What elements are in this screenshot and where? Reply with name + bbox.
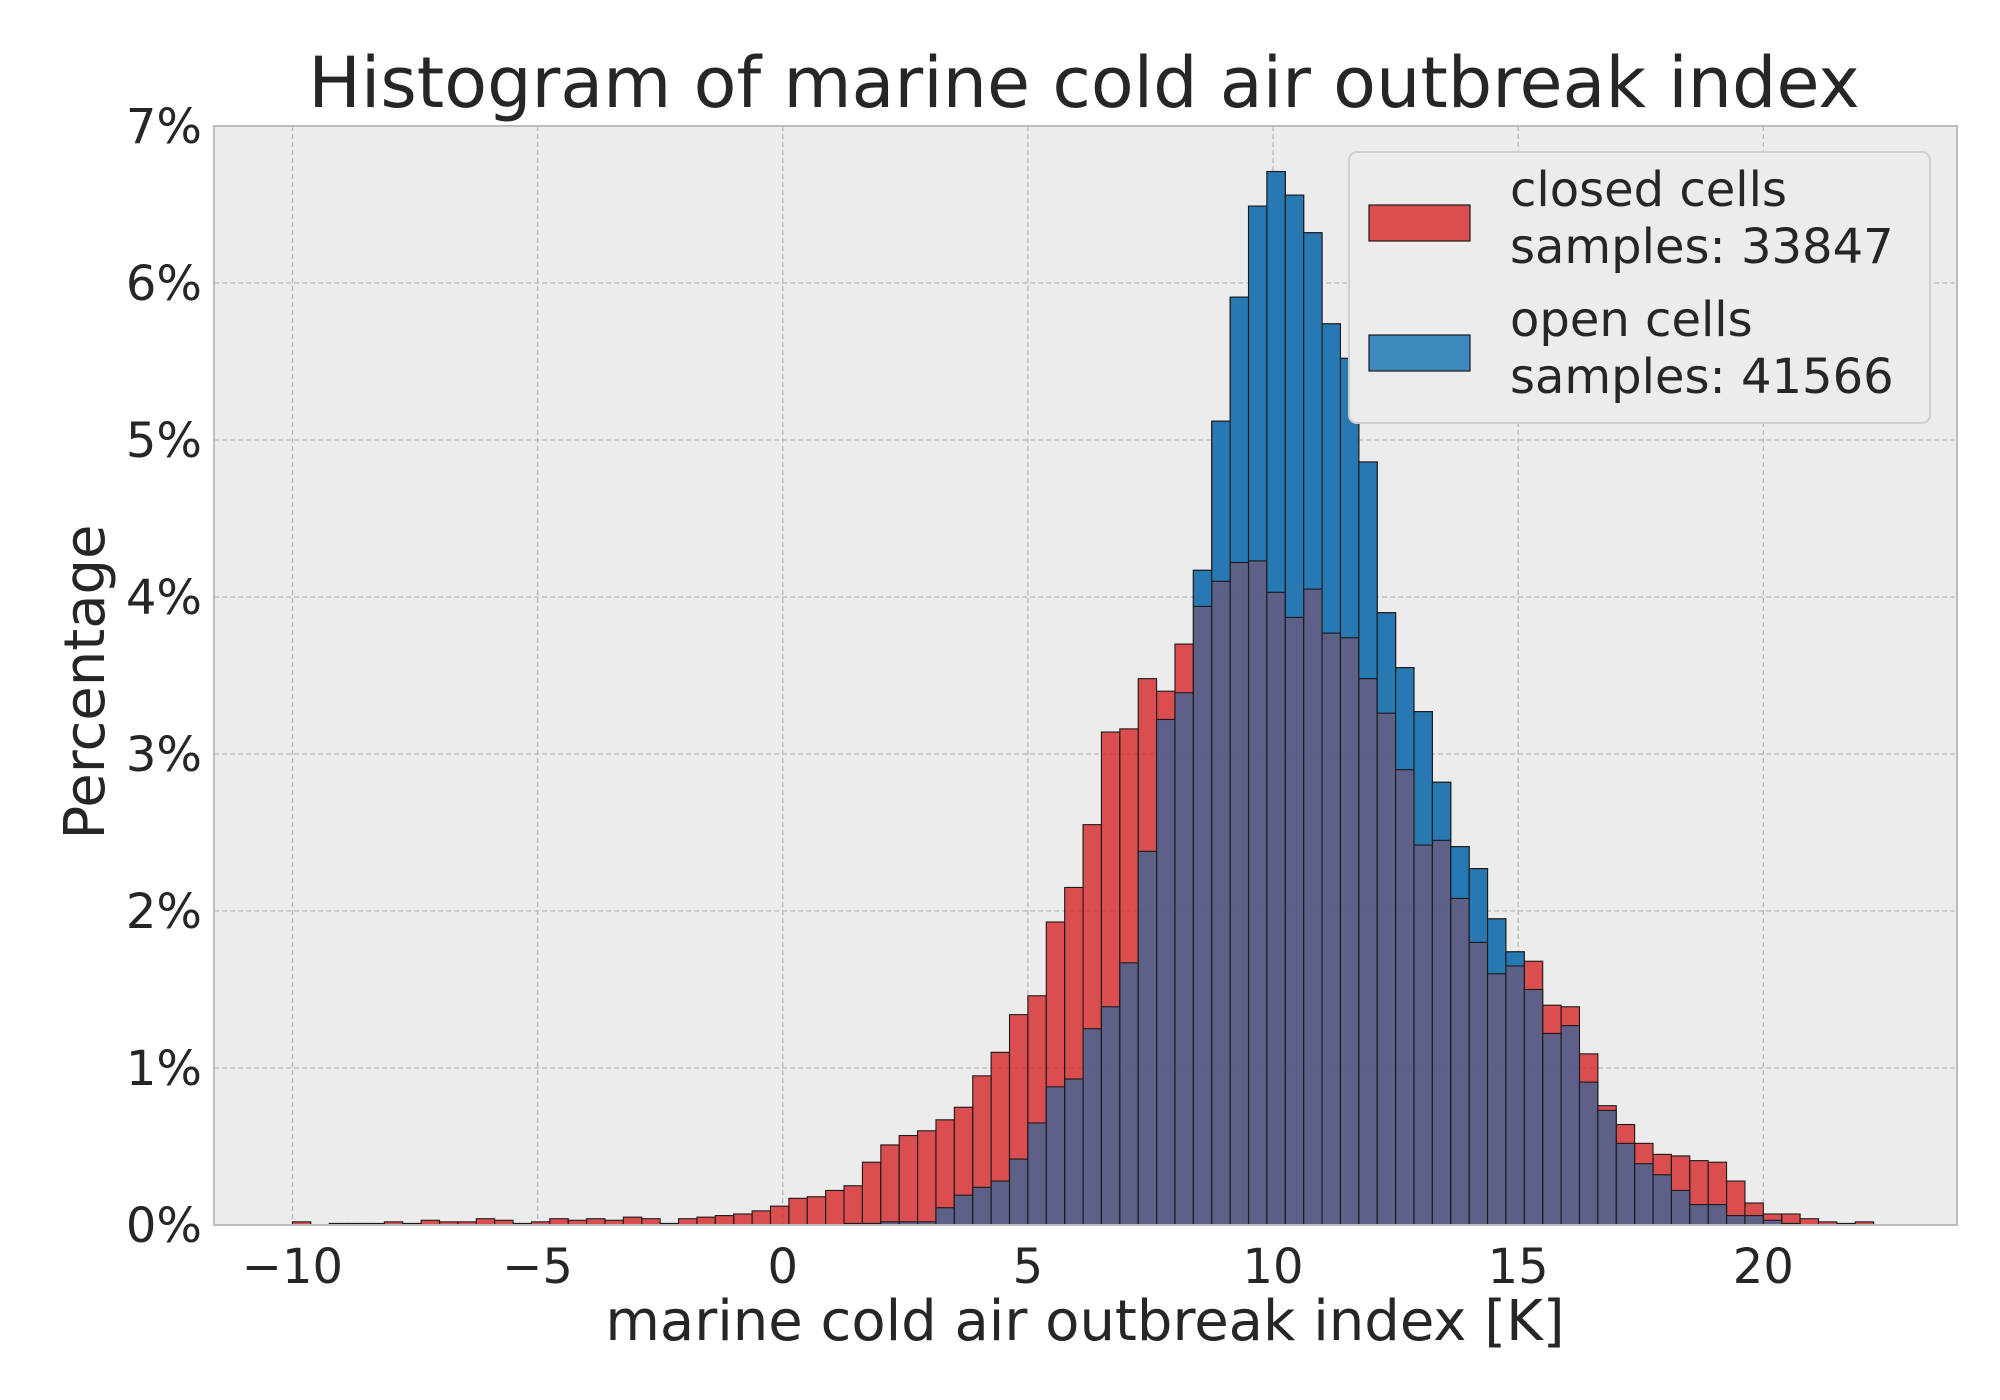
y-tick-label: 5% [126, 413, 202, 469]
open-cells-bar [1597, 1109, 1617, 1226]
open-cells-bar [1064, 1078, 1084, 1226]
open-cells-bar [1431, 781, 1452, 1226]
open-cells-bar [1027, 1122, 1047, 1226]
legend-samples-closed-cells: samples: 33847 [1510, 219, 1894, 275]
y-tick-label: 2% [126, 884, 202, 940]
open-cells-bar-top [1486, 918, 1507, 975]
closed-cells-bar [714, 1215, 735, 1226]
open-cells-bar [1560, 1025, 1581, 1226]
open-cells-bar [1689, 1204, 1709, 1226]
y-tick-label: 3% [126, 727, 202, 783]
legend-frame [1348, 151, 1931, 424]
open-cells-bar [1192, 569, 1213, 1226]
x-axis-ticks: −10 −5 0 5 10 15 20 [242, 1239, 1794, 1295]
open-cells-bar-top [1321, 323, 1342, 634]
open-cells-bar-top [1413, 711, 1433, 846]
legend-swatch-closed-cells [1368, 204, 1471, 242]
x-tick-label: 10 [1242, 1239, 1303, 1295]
open-cells-bar [1450, 846, 1470, 1226]
open-cells-bar-top [1229, 296, 1250, 564]
closed-cells-bar [825, 1189, 845, 1226]
open-cells-bar [1523, 988, 1544, 1226]
closed-cells-bar [769, 1205, 790, 1226]
legend: closed cells samples: 33847 open cells s… [1348, 151, 1931, 424]
closed-cells-bar [622, 1216, 643, 1226]
open-cells-bar-top [1358, 461, 1378, 680]
closed-cells-bar [696, 1216, 716, 1226]
open-cells-bar [1670, 1189, 1691, 1226]
open-cells-bar [1008, 1158, 1029, 1226]
plot-frame [213, 125, 1958, 1226]
x-tick-label: −5 [502, 1239, 573, 1295]
open-cells-bar [1119, 962, 1139, 1226]
open-cells-bar-top [1192, 569, 1213, 607]
closed-cells-bar [751, 1210, 772, 1226]
closed-cells-bar [733, 1213, 753, 1226]
open-cells-bar-top [1468, 868, 1489, 943]
open-cells-bar [1542, 1032, 1562, 1226]
open-cells-bar [1578, 1081, 1599, 1226]
y-axis-ticks: 0% 1% 2% 3% 4% 5% 6% 7% [126, 99, 202, 1254]
open-cells-bar [990, 1180, 1011, 1226]
y-axis-label: Percentage [53, 524, 118, 839]
x-tick-label: 15 [1488, 1239, 1549, 1295]
open-cells-bar [1082, 1028, 1102, 1226]
open-cells-bar [1634, 1163, 1654, 1226]
open-cells-bar [1156, 718, 1176, 1226]
closed-cells-bar [843, 1185, 863, 1226]
x-tick-label: 0 [767, 1239, 798, 1295]
open-cells-bar [1707, 1204, 1728, 1226]
open-cells-bar [1726, 1215, 1746, 1226]
y-tick-label: 7% [126, 99, 202, 155]
open-cells-bar-top [1376, 612, 1397, 714]
open-cells-bar-top [1395, 667, 1415, 771]
closed-cells-bar [788, 1197, 808, 1226]
x-tick-label: 5 [1013, 1239, 1044, 1295]
open-cells-bar [1045, 1086, 1066, 1226]
open-cells-bar-top [1247, 205, 1268, 562]
closed-cells-bar [861, 1161, 882, 1226]
open-cells-bar-top [1505, 951, 1525, 967]
open-cells-bar-top [1450, 846, 1470, 899]
y-tick-label: 1% [126, 1041, 202, 1097]
x-tick-label: 20 [1733, 1239, 1794, 1295]
chart-title: Histogram of marine cold air outbreak in… [308, 42, 1859, 124]
open-cells-bar [1652, 1174, 1672, 1226]
open-cells-bar-top [1431, 781, 1452, 841]
legend-label-open-cells: open cells [1510, 292, 1753, 348]
open-cells-bar [1174, 692, 1194, 1226]
open-cells-bar [953, 1194, 974, 1226]
closed-cells-bar [880, 1144, 900, 1226]
legend-swatch-open-cells [1368, 334, 1471, 372]
legend-samples-open-cells: samples: 41566 [1510, 349, 1894, 405]
y-tick-label: 4% [126, 570, 202, 626]
open-cells-bar [1505, 951, 1525, 1226]
closed-cells-bar [898, 1134, 919, 1226]
y-tick-label: 6% [126, 256, 202, 312]
legend-label-closed-cells: closed cells [1510, 162, 1787, 218]
open-cells-bars [843, 170, 1801, 1226]
open-cells-bar-top [1211, 420, 1231, 582]
closed-cells-bar [806, 1196, 827, 1226]
closed-cells-bar [917, 1130, 937, 1226]
y-tick-label: 0% [126, 1198, 202, 1254]
open-cells-bar [935, 1207, 955, 1226]
open-cells-bar-top [1266, 170, 1286, 593]
open-cells-bar [1137, 850, 1158, 1226]
open-cells-bar [972, 1186, 992, 1226]
open-cells-bar-top [1284, 194, 1305, 618]
x-axis-label: marine cold air outbreak index [K] [605, 1289, 1564, 1354]
open-cells-bar [1744, 1215, 1764, 1226]
open-cells-bar [1615, 1142, 1636, 1226]
open-cells-bar-top [1303, 232, 1323, 590]
x-tick-label: −10 [242, 1239, 343, 1295]
open-cells-bar [1100, 1006, 1121, 1226]
